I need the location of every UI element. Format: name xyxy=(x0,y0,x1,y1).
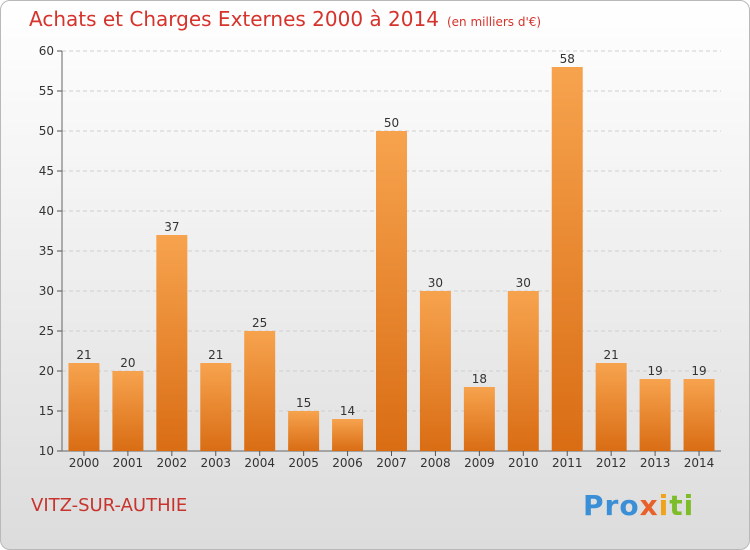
data-label-2001: 20 xyxy=(120,356,135,370)
data-label-2005: 15 xyxy=(296,396,311,410)
data-label-2002: 37 xyxy=(164,220,179,234)
data-label-2009: 18 xyxy=(472,372,487,386)
x-tick-label-2008: 2008 xyxy=(420,456,451,470)
data-label-2004: 25 xyxy=(252,316,267,330)
x-tick-label-2013: 2013 xyxy=(640,456,671,470)
bar-2002 xyxy=(156,235,188,451)
x-tick-label-2000: 2000 xyxy=(69,456,100,470)
y-tick-label: 20 xyxy=(39,364,54,378)
bar-2001 xyxy=(112,371,144,451)
logo-part-3: i xyxy=(658,489,670,522)
bar-2006 xyxy=(332,419,364,451)
logo-part-4: ti xyxy=(669,489,695,522)
x-tick-label-2004: 2004 xyxy=(244,456,275,470)
chart-title: Achats et Charges Externes 2000 à 2014 (e… xyxy=(29,7,541,31)
x-tick-label-2012: 2012 xyxy=(596,456,627,470)
bar-2014 xyxy=(683,379,715,451)
bar-2013 xyxy=(639,379,671,451)
data-label-2007: 50 xyxy=(384,116,399,130)
data-label-2014: 19 xyxy=(691,364,706,378)
bar-2008 xyxy=(419,291,451,451)
chart-title-text: Achats et Charges Externes 2000 à 2014 xyxy=(29,7,439,31)
data-label-2010: 30 xyxy=(516,276,531,290)
commune-name: VITZ-SUR-AUTHIE xyxy=(31,495,188,516)
y-tick-label: 15 xyxy=(39,404,54,418)
x-tick-label-2005: 2005 xyxy=(288,456,319,470)
proxiti-logo: Proxiti xyxy=(583,489,694,522)
bar-2000 xyxy=(68,363,100,451)
data-label-2006: 14 xyxy=(340,404,355,418)
data-label-2011: 58 xyxy=(560,52,575,66)
x-tick-label-2003: 2003 xyxy=(200,456,231,470)
y-tick-label: 55 xyxy=(39,84,54,98)
y-tick-label: 10 xyxy=(39,444,54,458)
bar-2007 xyxy=(376,131,407,451)
logo-part-1: Pro xyxy=(583,489,640,522)
y-tick-label: 30 xyxy=(39,284,54,298)
x-tick-label-2011: 2011 xyxy=(552,456,583,470)
bar-2011 xyxy=(551,67,583,451)
logo-part-2: x xyxy=(639,489,659,522)
y-tick-label: 45 xyxy=(39,164,54,178)
bar-2003 xyxy=(200,363,232,451)
y-tick-label: 60 xyxy=(39,44,54,58)
data-label-2013: 19 xyxy=(647,364,662,378)
data-label-2003: 21 xyxy=(208,348,223,362)
x-tick-label-2007: 2007 xyxy=(376,456,407,470)
x-tick-label-2014: 2014 xyxy=(684,456,715,470)
bar-2005 xyxy=(288,411,320,451)
x-tick-label-2010: 2010 xyxy=(508,456,539,470)
x-tick-label-2006: 2006 xyxy=(332,456,363,470)
y-tick-label: 50 xyxy=(39,124,54,138)
x-tick-label-2001: 2001 xyxy=(113,456,144,470)
bar-2004 xyxy=(244,331,276,451)
bar-2012 xyxy=(595,363,627,451)
bar-2009 xyxy=(463,387,495,451)
y-tick-label: 25 xyxy=(39,324,54,338)
bar-2010 xyxy=(507,291,539,451)
chart-unit: (en milliers d'€) xyxy=(446,15,542,29)
data-label-2012: 21 xyxy=(604,348,619,362)
x-tick-label-2009: 2009 xyxy=(464,456,495,470)
x-tick-label-2002: 2002 xyxy=(157,456,188,470)
y-tick-label: 35 xyxy=(39,244,54,258)
data-label-2000: 21 xyxy=(76,348,91,362)
y-tick-label: 40 xyxy=(39,204,54,218)
data-label-2008: 30 xyxy=(428,276,443,290)
